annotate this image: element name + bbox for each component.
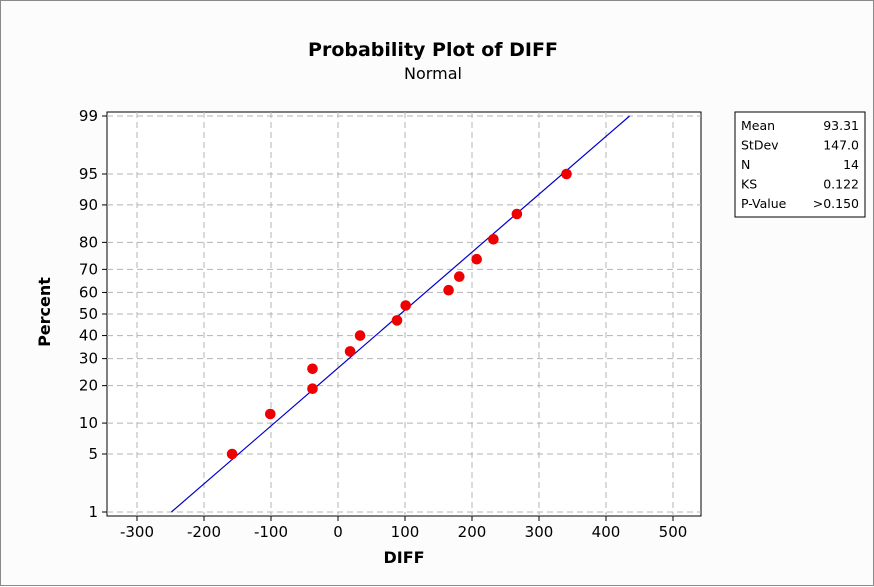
stat-label: N xyxy=(741,157,750,172)
x-tick-label: 200 xyxy=(458,523,487,541)
y-tick-label: 20 xyxy=(79,377,98,395)
y-tick-label: 95 xyxy=(79,165,98,183)
y-tick-label: 50 xyxy=(79,305,98,323)
y-tick-label: 70 xyxy=(79,260,98,278)
stat-value: >0.150 xyxy=(813,196,859,211)
y-tick-label: 10 xyxy=(79,414,98,432)
data-point xyxy=(354,330,366,341)
x-tick-label: 300 xyxy=(525,523,554,541)
stat-label: StDev xyxy=(741,138,779,153)
data-point xyxy=(265,408,276,420)
data-point xyxy=(344,346,356,357)
stat-value: 93.31 xyxy=(823,118,859,133)
y-tick-label: 99 xyxy=(79,107,98,125)
x-tick-label: 400 xyxy=(592,523,621,541)
ticks: -300 -200 -100 0 100 200 300 400 500 1 5 10 20 30 40 50… xyxy=(79,107,687,541)
data-point xyxy=(511,208,523,220)
data-point xyxy=(307,383,318,395)
x-tick-label: -200 xyxy=(187,523,221,541)
y-tick-label: 40 xyxy=(79,327,98,345)
data-point xyxy=(391,315,403,326)
stat-label: P-Value xyxy=(741,196,787,211)
data-point xyxy=(471,253,483,265)
x-axis-label: DIFF xyxy=(383,548,424,567)
x-tick-label: -300 xyxy=(120,523,154,541)
data-point xyxy=(443,284,454,296)
data-point xyxy=(400,300,412,311)
x-tick-label: -100 xyxy=(254,523,288,541)
stat-label: Mean xyxy=(741,118,775,133)
y-tick-label: 80 xyxy=(79,233,98,251)
data-points xyxy=(226,168,572,460)
data-point xyxy=(226,448,238,460)
fit-line xyxy=(171,115,630,513)
data-point xyxy=(488,234,499,245)
data-point xyxy=(307,363,318,375)
y-tick-label: 5 xyxy=(88,445,98,463)
y-tick-label: 60 xyxy=(79,283,98,301)
y-tick-label: 90 xyxy=(79,196,98,214)
stats-box xyxy=(734,111,866,218)
y-axis-label: Percent xyxy=(35,277,54,347)
x-tick-label: 500 xyxy=(659,523,688,541)
data-point xyxy=(454,271,465,282)
data-point xyxy=(561,168,572,180)
y-tick-label: 30 xyxy=(79,350,98,368)
stat-value: 147.0 xyxy=(823,138,859,153)
stat-value: 14 xyxy=(843,157,859,172)
stat-value: 0.122 xyxy=(823,177,859,192)
chart-title: Probability Plot of DIFF xyxy=(308,39,558,61)
x-tick-label: 0 xyxy=(333,523,343,541)
stats-table: Mean 93.31 StDev 147.0 N 14 KS 0.122 P-Value >0.1… xyxy=(741,118,859,211)
grid xyxy=(107,112,701,516)
x-tick-label: 100 xyxy=(391,523,420,541)
chart-subtitle: Normal xyxy=(404,64,462,83)
stat-label: KS xyxy=(741,177,757,192)
y-tick-label: 1 xyxy=(88,503,98,521)
